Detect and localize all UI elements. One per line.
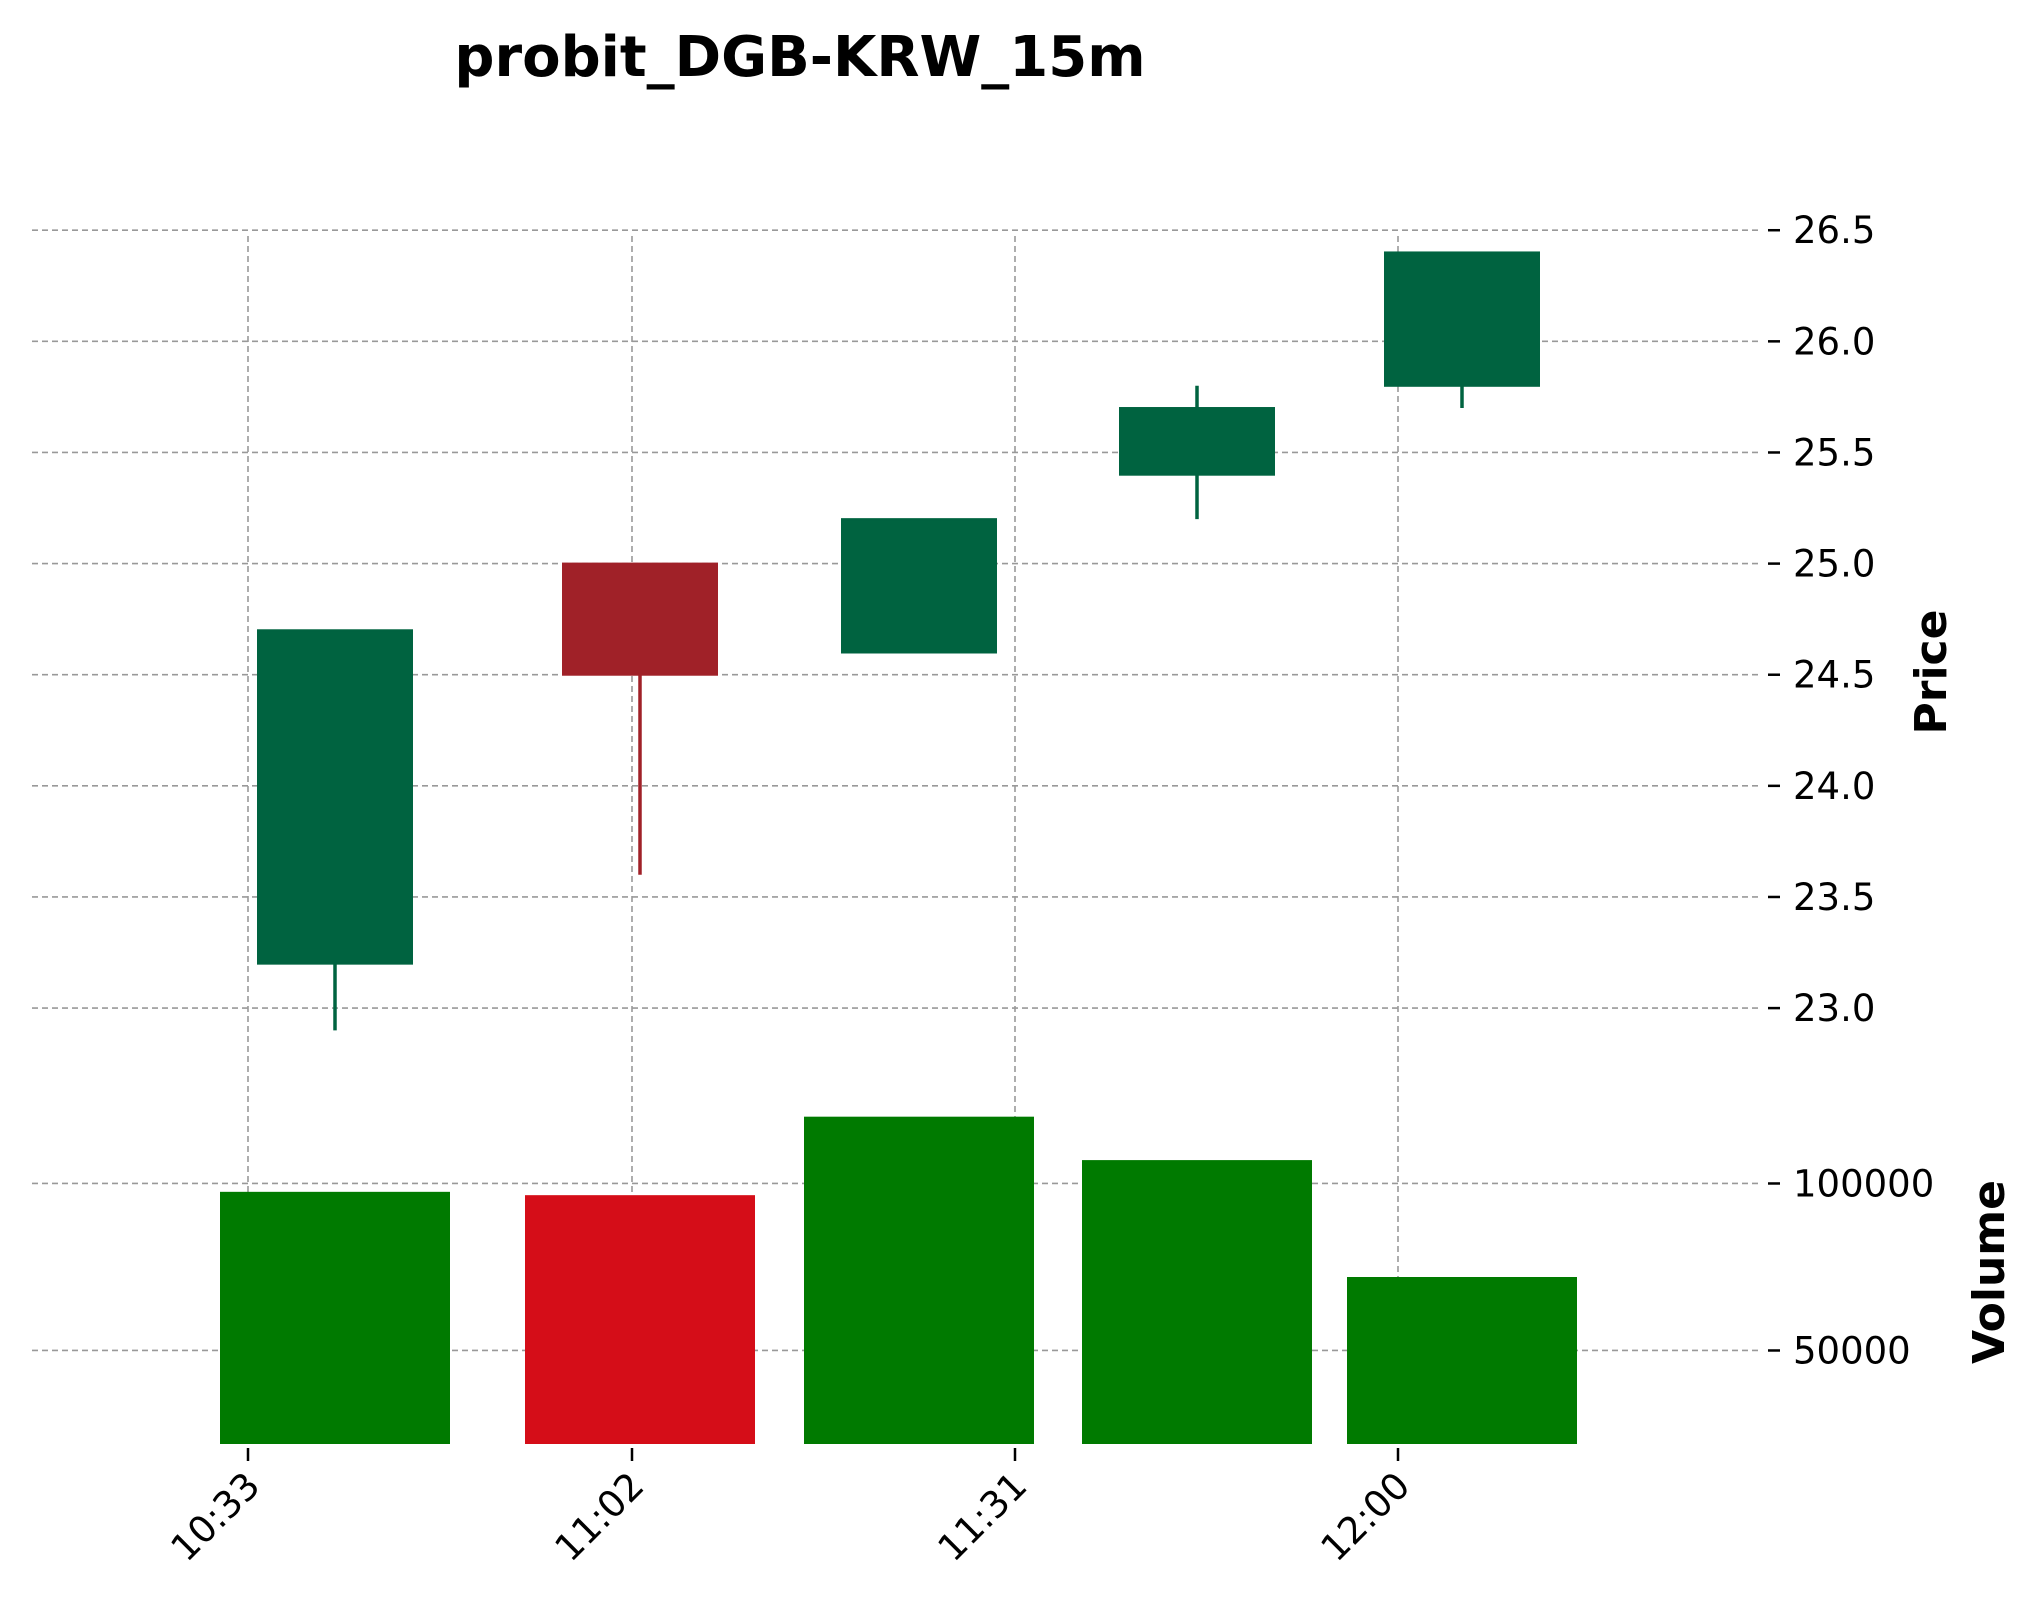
volume-tick-label: 50000: [1793, 1329, 1911, 1372]
volume-bar: [220, 1191, 450, 1444]
x-axis: 10:33 11:02 11:31 12:00: [163, 1448, 1419, 1570]
candle-body: [257, 629, 413, 965]
candle-body: [1384, 251, 1540, 387]
volume-axis-title: Volume: [1964, 1180, 2015, 1364]
y-axis: 23.0 23.5 24.0 24.5 25.0 25.5 26.0 26.5 50000 100…: [1768, 209, 1934, 1372]
x-tick-label: 11:31: [930, 1464, 1036, 1570]
volume-panel: [220, 1116, 1577, 1444]
candle-body: [841, 518, 997, 654]
price-tick-label: 25.0: [1793, 543, 1875, 586]
price-axis-title: Price: [1906, 610, 1957, 735]
price-tick-label: 26.5: [1793, 209, 1875, 252]
price-tick-label: 23.5: [1793, 876, 1875, 919]
volume-bar: [525, 1195, 755, 1444]
x-tick-label: 10:33: [163, 1464, 269, 1570]
volume-bar: [804, 1116, 1034, 1444]
price-tick-label: 25.5: [1793, 431, 1875, 474]
price-tick-label: 26.0: [1793, 320, 1875, 363]
x-tick-label: 12:00: [1313, 1464, 1419, 1570]
candle-body: [1119, 407, 1275, 476]
price-tick-label: 24.5: [1793, 654, 1875, 697]
x-tick-label: 11:02: [547, 1464, 653, 1570]
volume-tick-label: 100000: [1793, 1162, 1934, 1205]
chart-title: probit_DGB-KRW_15m: [454, 25, 1145, 90]
volume-bar: [1347, 1277, 1577, 1444]
price-tick-label: 24.0: [1793, 765, 1875, 808]
price-panel: [257, 251, 1540, 1031]
candle-body: [562, 562, 718, 676]
price-tick-label: 23.0: [1793, 987, 1875, 1030]
volume-bar: [1082, 1160, 1312, 1444]
